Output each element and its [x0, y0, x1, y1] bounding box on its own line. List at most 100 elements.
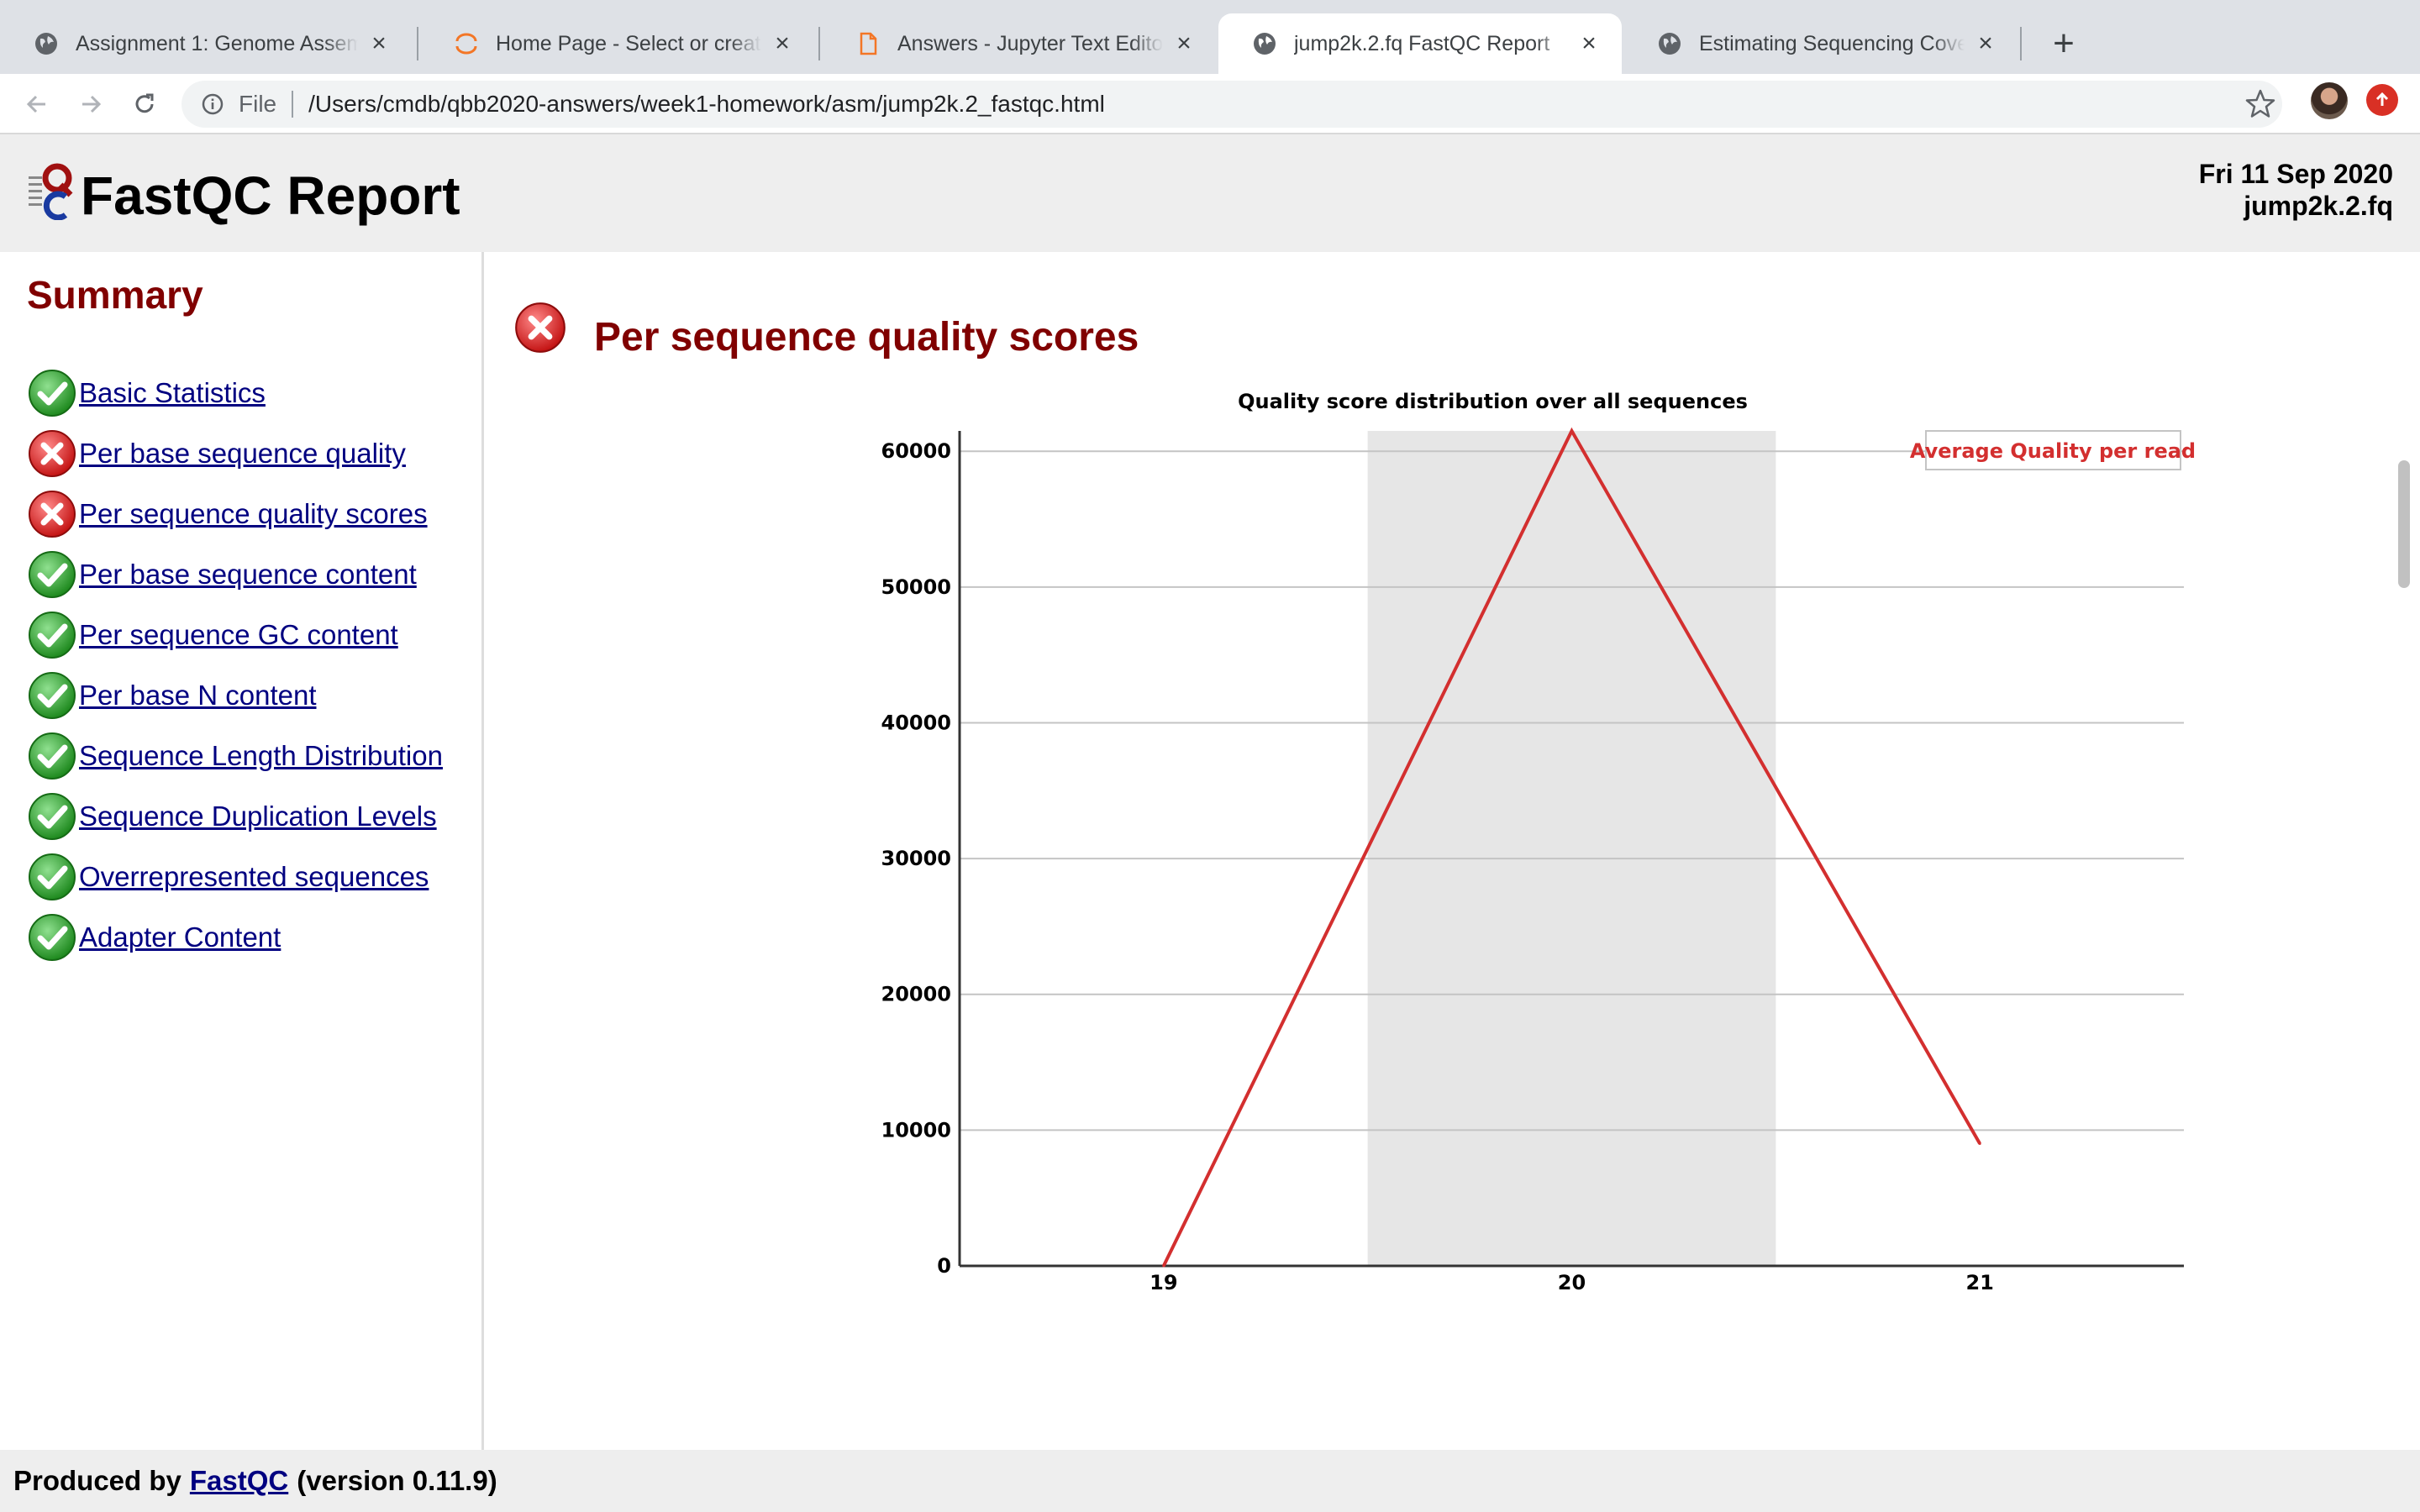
close-icon[interactable]: × [1581, 29, 1597, 57]
summary-sidebar: Summary Basic Statistics Per base sequen… [0, 252, 484, 1450]
pass-check-icon [27, 610, 77, 660]
x-tick-label: 19 [1150, 1271, 1177, 1294]
module-link-per-sequence-gc-content[interactable]: Per sequence GC content [79, 619, 398, 650]
globe-icon [1657, 31, 1682, 56]
fail-cross-icon [513, 301, 567, 354]
reload-icon [135, 93, 154, 113]
report-filename: jump2k.2.fq [2244, 191, 2393, 221]
y-tick-label: 0 [937, 1254, 951, 1278]
module-link-sequence-duplication-levels[interactable]: Sequence Duplication Levels [79, 801, 437, 832]
y-tick-label: 20000 [881, 983, 952, 1006]
module-item: Per sequence quality scores [27, 484, 443, 544]
y-tick-label: 10000 [881, 1118, 952, 1142]
module-item: Per base sequence quality [27, 423, 443, 484]
close-icon[interactable]: × [775, 29, 790, 57]
y-tick-label: 30000 [881, 847, 952, 870]
data-point [1570, 429, 1573, 433]
pass-check-icon [27, 368, 77, 418]
highlight-band [1367, 431, 1776, 1266]
pass-check-icon [27, 549, 77, 600]
bookmark-star-icon[interactable] [2242, 86, 2279, 123]
report-date: Fri 11 Sep 2020 [2198, 159, 2393, 189]
pass-check-icon [27, 791, 77, 842]
data-point [1978, 1142, 1981, 1146]
tab-divider [818, 27, 820, 60]
pass-check-icon [27, 670, 77, 721]
tab-title: Answers - Jupyter Text Editor [897, 31, 1163, 55]
new-tab-button[interactable]: + [2040, 20, 2087, 67]
globe-icon [1252, 31, 1277, 56]
summary-heading: Summary [27, 273, 203, 317]
y-tick-label: 60000 [881, 439, 952, 463]
module-link-basic-statistics[interactable]: Basic Statistics [79, 377, 266, 408]
fastqc-logo-icon [29, 163, 73, 220]
arrow-left-icon [26, 95, 45, 113]
data-point [1162, 1264, 1165, 1268]
module-link-adapter-content[interactable]: Adapter Content [79, 921, 281, 953]
arrow-up-icon [2375, 92, 2389, 106]
tab-assignment[interactable]: Assignment 1: Genome Assembly × [0, 13, 412, 74]
module-item: Per base N content [27, 665, 443, 726]
page-scrollbar[interactable] [2398, 460, 2410, 588]
address-divider [292, 91, 294, 118]
tab-title: Assignment 1: Genome Assembly [76, 31, 358, 55]
pass-check-icon [27, 852, 77, 902]
close-icon[interactable]: × [371, 29, 387, 57]
tab-title: jump2k.2.fq FastQC Report [1294, 31, 1550, 55]
browser-toolbar: File /Users/cmdb/qbb2020-answers/week1-h… [0, 74, 2420, 134]
plus-icon: + [2053, 23, 2075, 64]
chart-title: Quality score distribution over all sequ… [1238, 390, 1748, 413]
module-item: Per sequence GC content [27, 605, 443, 665]
module-item: Adapter Content [27, 907, 443, 968]
module-link-per-base-sequence-quality[interactable]: Per base sequence quality [79, 438, 406, 469]
back-button[interactable] [15, 82, 59, 126]
report-header: FastQC Report Fri 11 Sep 2020 jump2k.2.f… [0, 134, 2420, 252]
update-button[interactable] [2366, 84, 2398, 116]
report-footer: Produced by FastQC (version 0.11.9) [0, 1450, 2420, 1512]
tab-title: Estimating Sequencing Coverage [1699, 31, 1965, 55]
jupyter-icon [454, 31, 479, 56]
module-link-sequence-length-distribution[interactable]: Sequence Length Distribution [79, 740, 443, 771]
module-link-overrepresented-sequences[interactable]: Overrepresented sequences [79, 861, 429, 892]
pass-check-icon [27, 912, 77, 963]
url-scheme-label: File [239, 91, 277, 117]
report-title: FastQC Report [81, 165, 460, 226]
arrow-right-icon [82, 95, 102, 113]
url-text[interactable]: /Users/cmdb/qbb2020-answers/week1-homewo… [308, 91, 1105, 117]
tab-answers-editor[interactable]: Answers - Jupyter Text Editor × [822, 13, 1217, 74]
document-icon [855, 31, 881, 56]
reload-button[interactable] [123, 82, 166, 126]
info-icon[interactable] [200, 92, 225, 117]
fail-cross-icon [27, 428, 77, 479]
report-meta: Fri 11 Sep 2020 jump2k.2.fq [2199, 158, 2393, 222]
module-item: Sequence Duplication Levels [27, 786, 443, 847]
module-item: Overrepresented sequences [27, 847, 443, 907]
module-link-per-base-sequence-content[interactable]: Per base sequence content [79, 559, 417, 590]
close-icon[interactable]: × [1176, 29, 1192, 57]
tab-jupyter-home[interactable]: Home Page - Select or create a notebook … [420, 13, 815, 74]
address-bar[interactable]: File /Users/cmdb/qbb2020-answers/week1-h… [182, 81, 2282, 128]
module-panel: Per sequence quality scores 0 10000 20000 3… [487, 252, 2394, 1450]
legend-box [1925, 430, 2181, 470]
module-list: Basic Statistics Per base sequence quali… [27, 363, 443, 968]
y-tick-label: 50000 [881, 575, 952, 599]
forward-button[interactable] [69, 82, 113, 126]
tab-divider [417, 27, 418, 60]
footer-prefix: Produced by [13, 1465, 182, 1496]
legend-label: Average Quality per read [1910, 439, 2196, 463]
x-tick-label: 20 [1558, 1271, 1586, 1294]
x-tick-label: 21 [1965, 1271, 1993, 1294]
browser-tab-strip: Assignment 1: Genome Assembly × Home Pag… [0, 0, 2420, 74]
tab-title: Home Page - Select or create a notebook [496, 31, 761, 55]
close-icon[interactable]: × [1978, 29, 1993, 57]
section-title: Per sequence quality scores [594, 315, 1139, 360]
module-link-per-sequence-quality-scores[interactable]: Per sequence quality scores [79, 498, 428, 529]
profile-avatar[interactable] [2311, 82, 2348, 119]
tab-fastqc-report[interactable]: jump2k.2.fq FastQC Report × [1218, 13, 1622, 74]
module-link-per-base-n-content[interactable]: Per base N content [79, 680, 317, 711]
fastqc-link[interactable]: FastQC [189, 1465, 289, 1496]
footer-version: (version 0.11.9) [297, 1465, 497, 1496]
globe-icon [34, 31, 59, 56]
tab-coverage[interactable]: Estimating Sequencing Coverage × [1623, 13, 2018, 74]
pass-check-icon [27, 731, 77, 781]
